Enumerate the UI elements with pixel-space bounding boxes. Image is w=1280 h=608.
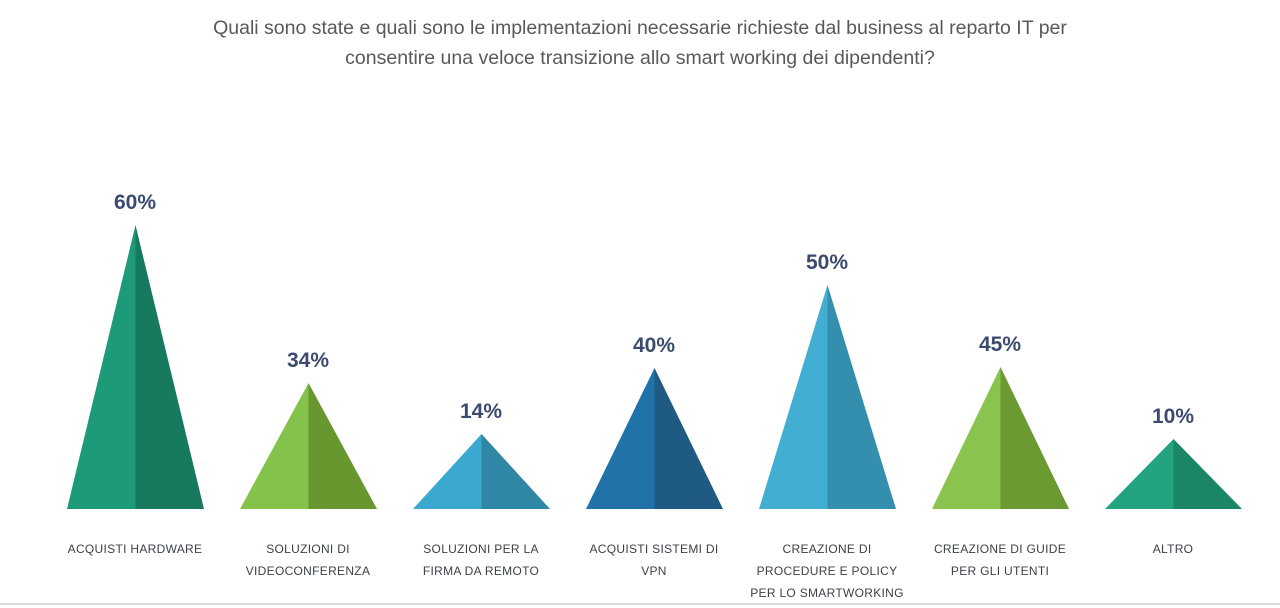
category-label: CREAZIONE DI GUIDE PER GLI UTENTI	[905, 538, 1095, 582]
percent-label: 14%	[459, 400, 503, 423]
triangle-marker	[239, 383, 377, 509]
category-label-line: PROCEDURE E POLICY	[756, 564, 898, 578]
category-label-line: SOLUZIONI DI	[266, 542, 350, 556]
category-label: ACQUISTI HARDWARE	[40, 538, 230, 560]
category-label: SOLUZIONI PER LA FIRMA DA REMOTO	[386, 538, 576, 582]
category-label-line: CREAZIONE DI GUIDE	[933, 542, 1067, 556]
triangle-left-half	[1104, 439, 1173, 509]
chart-title-line-2: consentire una veloce transizione allo s…	[345, 47, 935, 69]
category-label: SOLUZIONI DI VIDEOCONFERENZA	[213, 538, 403, 582]
percent-label: 34%	[286, 349, 330, 372]
triangle-right-half	[827, 285, 896, 509]
category-label-line: VIDEOCONFERENZA	[245, 564, 371, 578]
percent-label: 40%	[632, 334, 676, 357]
category-label-line: ACQUISTI HARDWARE	[67, 542, 203, 556]
triangle-marker	[66, 225, 204, 509]
triangle-right-half	[481, 434, 550, 509]
triangle-left-half	[758, 285, 827, 509]
category-label-line: ACQUISTI SISTEMI DI	[589, 542, 719, 556]
percent-label: 45%	[978, 333, 1022, 356]
category-label: ACQUISTI SISTEMI DI VPN	[559, 538, 749, 582]
triangle-marker	[585, 368, 723, 509]
chart-title-line-1: Quali sono state e quali sono le impleme…	[213, 17, 1067, 39]
category-label-line: CREAZIONE DI	[782, 542, 872, 556]
category-label-line: PER LO SMARTWORKING	[750, 586, 904, 600]
triangle-right-half	[654, 368, 723, 509]
percent-label: 50%	[805, 251, 849, 274]
triangle-right-half	[135, 225, 204, 509]
category-label-line: FIRMA DA REMOTO	[422, 564, 540, 578]
category-label-line: ALTRO	[1152, 542, 1194, 556]
triangle-marker	[412, 434, 550, 509]
triangle-left-half	[585, 368, 654, 509]
page-edge-line	[0, 603, 1280, 605]
triangle-left-half	[66, 225, 135, 509]
category-label-line: PER GLI UTENTI	[950, 564, 1050, 578]
category-label: ALTRO	[1078, 538, 1268, 560]
category-label: CREAZIONE DI PROCEDURE E POLICY PER LO SMA…	[732, 538, 922, 604]
triangle-left-half	[931, 367, 1000, 509]
triangle-right-half	[308, 383, 377, 509]
chart-title: Quali sono state e quali sono le impleme…	[0, 13, 1280, 73]
category-label-line: SOLUZIONI PER LA	[423, 542, 539, 556]
triangle-right-half	[1173, 439, 1242, 509]
triangle-marker	[1104, 439, 1242, 509]
triangle-left-half	[412, 434, 481, 509]
category-label-line: VPN	[641, 564, 667, 578]
percent-label: 10%	[1151, 405, 1195, 428]
triangle-marker	[931, 367, 1069, 509]
percent-label: 60%	[113, 191, 157, 214]
triangle-right-half	[1000, 367, 1069, 509]
triangle-left-half	[239, 383, 308, 509]
triangle-marker	[758, 285, 896, 509]
